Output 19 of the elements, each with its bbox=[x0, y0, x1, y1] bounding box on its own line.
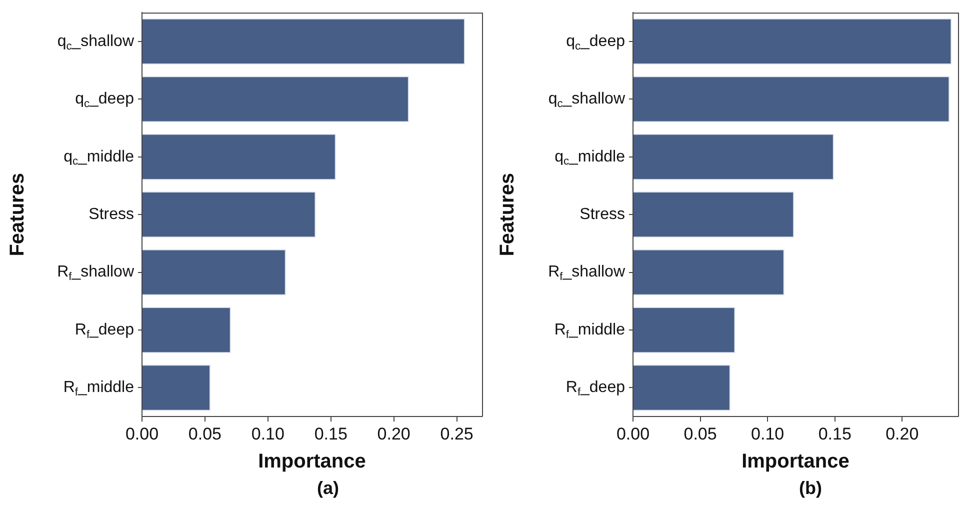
x-tick-label: 0.05 bbox=[684, 424, 717, 444]
x-tick-label: 0.00 bbox=[616, 424, 650, 444]
x-tick-label: 0.10 bbox=[251, 424, 284, 444]
y-axis-title: Features bbox=[496, 172, 519, 256]
x-tick-label: 0.20 bbox=[377, 424, 410, 444]
text: (a) bbox=[316, 478, 340, 499]
x-tick-label: 0.20 bbox=[886, 424, 919, 444]
x-tick-label: 0.10 bbox=[751, 424, 784, 444]
x-tick-label: 0.15 bbox=[818, 424, 852, 444]
x-axis-title: Importance bbox=[258, 450, 366, 473]
x-tick-label: 0.00 bbox=[125, 424, 159, 444]
x-axis-title: Importance bbox=[742, 450, 850, 473]
text: (b) bbox=[798, 478, 823, 499]
y-tick-label: Stress bbox=[580, 206, 625, 224]
x-tick-label: 0.25 bbox=[440, 424, 474, 444]
x-tick-label: 0.05 bbox=[188, 424, 222, 444]
y-axis-title: Features bbox=[6, 172, 29, 256]
y-tick-label: Stress bbox=[88, 206, 134, 224]
x-tick-label: 0.15 bbox=[314, 424, 348, 444]
